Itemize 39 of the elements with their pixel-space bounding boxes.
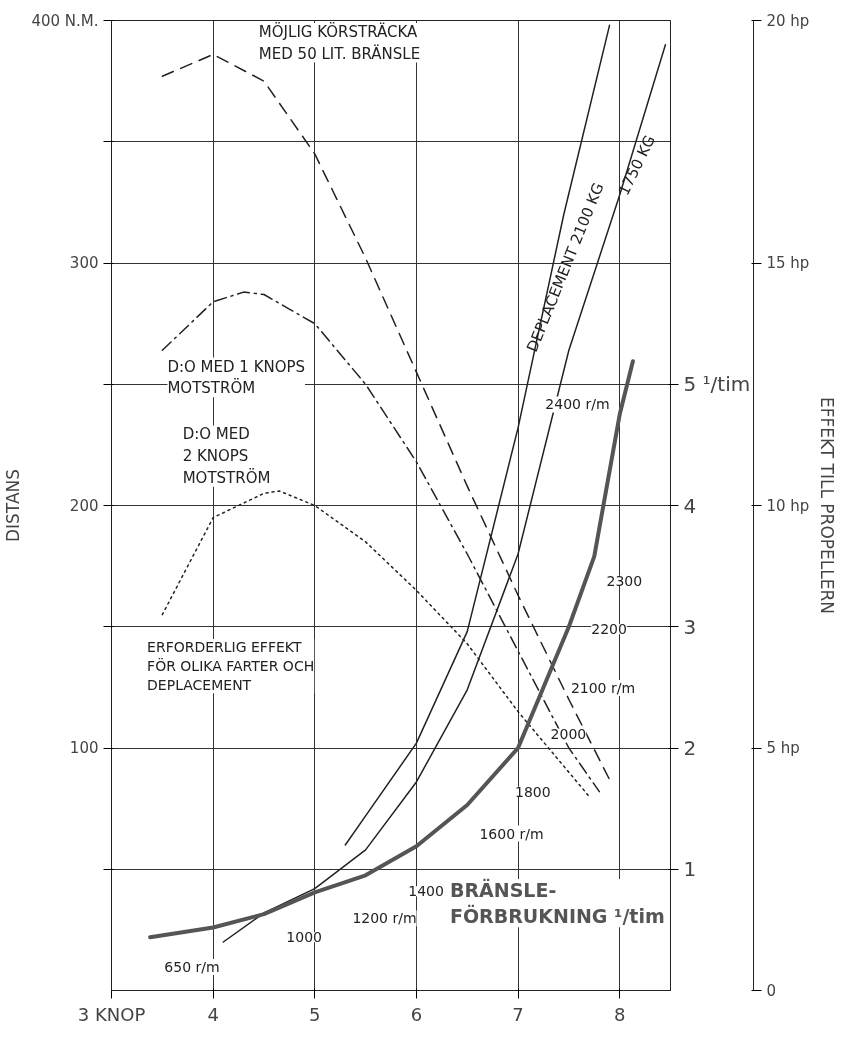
y2-tick-label: 10 hp xyxy=(766,496,810,515)
y3-tick-label: 2 xyxy=(683,736,697,760)
y-axis-title: DISTANS xyxy=(3,468,24,543)
y2-tick-label: 15 hp xyxy=(766,254,810,272)
y3-tick-label: 5 ¹/tim xyxy=(683,372,751,397)
x-tick-label: 7 xyxy=(512,1003,524,1025)
y3-tick-label: 3 xyxy=(683,614,697,639)
x-tick-label: 8 xyxy=(613,1003,626,1025)
text: 1750 KG xyxy=(614,132,660,199)
y3-tick-label: 1 xyxy=(683,857,697,882)
y2-tick-label: 0 xyxy=(766,981,777,1000)
y-tick-label: 100 xyxy=(69,739,99,757)
annotation: 1600 r/m xyxy=(479,825,544,842)
annotation: 1800 xyxy=(515,783,551,800)
annotation: ERFORDERLIG EFFEKT FÖR OLIKA FARTER OCH DEPLACEMENT xyxy=(147,638,315,694)
x-tick-label: 3 KNOP xyxy=(77,1003,146,1025)
x-tick-label: 4 xyxy=(207,1003,219,1025)
annotation: 2200 xyxy=(591,621,627,638)
y2-tick-label: 5 hp xyxy=(766,739,800,757)
series-label: MÖJLIG KÖRSTRÄCKA MED 50 LIT. BRÄNSLE xyxy=(258,21,421,63)
y2-axis-title: EFFEKT TILL PROPELLERN xyxy=(817,396,838,615)
y-tick-label: 200 xyxy=(69,496,99,515)
x-tick-label: 5 xyxy=(309,1003,321,1025)
y2-tick-label: 20 hp xyxy=(766,11,810,30)
text: BRÄNSLE- FÖRBRUKNING ¹/tim xyxy=(449,877,665,928)
annotation: 2400 r/m xyxy=(545,396,610,413)
y3-tick-label: 4 xyxy=(683,493,697,518)
annotation: 1400 xyxy=(408,883,444,900)
series-label: D:O MED 1 KNOPS MOTSTRÖM xyxy=(167,357,306,398)
annotation: 2300 xyxy=(606,572,643,589)
annotation: 1200 r/m xyxy=(352,910,417,927)
annotation: 650 r/m xyxy=(164,958,220,975)
y-tick-label: 300 xyxy=(69,254,99,272)
annotation: 2000 xyxy=(550,725,587,742)
annotation: 1000 xyxy=(286,929,322,946)
y-tick-label: 400 N.M. xyxy=(31,11,99,30)
annotation: 2100 r/m xyxy=(570,680,636,697)
series-label: D:O MED 2 KNOPS MOTSTRÖM xyxy=(182,425,271,487)
x-tick-label: 6 xyxy=(410,1003,423,1025)
